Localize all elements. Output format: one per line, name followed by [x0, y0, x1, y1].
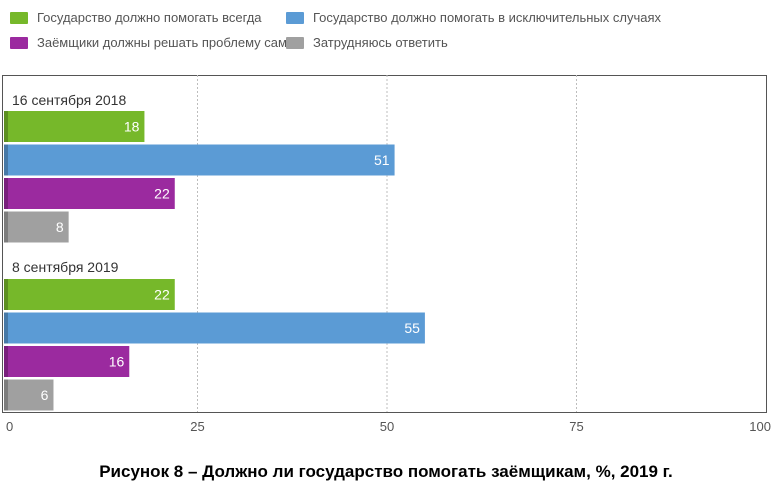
x-tick-label: 75: [569, 419, 583, 434]
legend-item-4: Затрудняюсь ответить: [286, 35, 448, 50]
bar-edge: [4, 379, 8, 411]
legend-swatch: [286, 36, 304, 49]
legend-item-2: Государство должно помогать в исключител…: [286, 10, 661, 25]
legend-swatch: [286, 11, 304, 24]
x-tick-label: 25: [190, 419, 204, 434]
data-label: 6: [41, 387, 49, 403]
legend-label: Государство должно помогать в исключител…: [313, 10, 662, 25]
category-label: 8 сентября 2019: [12, 259, 119, 275]
x-tick-label: 100: [749, 419, 771, 434]
legend-item-1: Государство должно помогать всегда: [10, 10, 262, 25]
legend-label: Заёмщики должны решать проблему сами: [37, 35, 295, 50]
data-label: 8: [56, 219, 64, 235]
legend: Государство должно помогать всегда Госуда…: [10, 10, 770, 64]
data-label: 16: [109, 354, 125, 370]
bar-edge: [4, 178, 8, 209]
bar: [4, 144, 395, 176]
bar-edge: [4, 111, 8, 142]
bar-edge: [4, 144, 8, 176]
data-label: 22: [154, 186, 170, 202]
bar-edge: [4, 346, 8, 377]
bar-edge: [4, 279, 8, 310]
plot-frame: [2, 75, 767, 413]
x-tick-label: 0: [6, 419, 13, 434]
bar: [4, 178, 175, 209]
legend-item-3: Заёмщики должны решать проблему сами: [10, 35, 294, 50]
data-label: 55: [404, 320, 420, 336]
bar: [4, 312, 425, 344]
data-label: 18: [124, 119, 140, 135]
figure-caption: Рисунок 8 – Должно ли государство помога…: [99, 462, 673, 481]
category-label: 16 сентября 2018: [12, 92, 126, 108]
bar-edge: [4, 312, 8, 344]
bar-chart: 0 25 50 75 100 16 сентября 2018 18 51 22 8 8 сентя…: [2, 75, 771, 434]
bar: [4, 346, 130, 377]
bar: [4, 379, 54, 411]
legend-label: Затрудняюсь ответить: [313, 35, 448, 50]
bar: [4, 279, 175, 310]
legend-swatch: [10, 11, 28, 24]
bar: [4, 211, 69, 243]
x-tick-label: 50: [380, 419, 394, 434]
data-label: 22: [154, 287, 170, 303]
bar-edge: [4, 211, 8, 243]
bar: [4, 111, 145, 142]
data-label: 51: [374, 152, 390, 168]
legend-label: Государство должно помогать всегда: [37, 10, 262, 25]
legend-swatch: [10, 36, 28, 49]
